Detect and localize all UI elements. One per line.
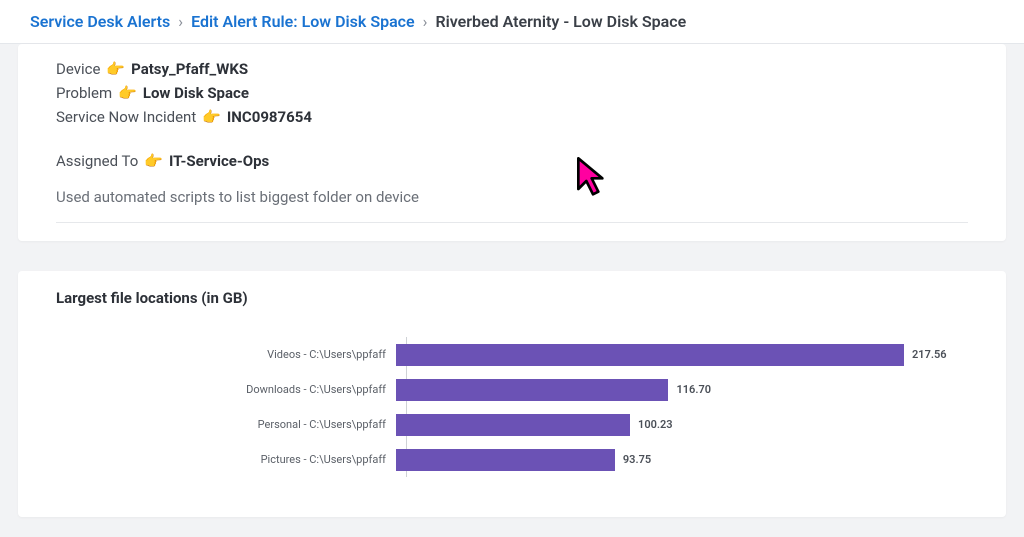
chart-bar-value: 116.70: [676, 383, 711, 396]
chart-row-label: Downloads - C:\Users\ppfaff: [56, 383, 396, 396]
breadcrumb-separator: ›: [423, 12, 428, 31]
incident-row: Service Now Incident 👉 INC0987654: [56, 108, 968, 126]
assigned-label: Assigned To: [56, 152, 138, 170]
breadcrumb-current: Riverbed Aternity - Low Disk Space: [435, 12, 686, 31]
breadcrumb-separator: ›: [178, 12, 183, 31]
breadcrumb: Service Desk Alerts › Edit Alert Rule: L…: [0, 0, 1024, 44]
chart-title: Largest file locations (in GB): [56, 289, 968, 307]
chart-row-label: Personal - C:\Users\ppfaff: [56, 418, 396, 431]
chart-row: Personal - C:\Users\ppfaff 100.23: [56, 407, 968, 442]
problem-row: Problem 👉 Low Disk Space: [56, 84, 968, 102]
problem-label: Problem: [56, 84, 112, 102]
chart-bar-value: 93.75: [623, 453, 651, 466]
chart-row: Videos - C:\Users\ppfaff 217.56: [56, 337, 968, 372]
pointer-icon: 👉: [144, 152, 163, 170]
pointer-icon: 👉: [202, 108, 221, 126]
chart-bar-value: 100.23: [638, 418, 673, 431]
problem-value: Low Disk Space: [143, 84, 249, 102]
breadcrumb-link-service-desk-alerts[interactable]: Service Desk Alerts: [30, 12, 170, 31]
chart-bar[interactable]: [396, 379, 668, 401]
pointer-icon: 👉: [106, 60, 125, 78]
page-body: Device 👉 Patsy_Pfaff_WKS Problem 👉 Low D…: [0, 44, 1024, 517]
chart-card: Largest file locations (in GB) Videos - …: [18, 271, 1006, 517]
chart-bar-value: 217.56: [912, 348, 947, 361]
assigned-value: IT-Service-Ops: [169, 152, 269, 170]
chart-row: Pictures - C:\Users\ppfaff 93.75: [56, 442, 968, 477]
chart-bar[interactable]: [396, 344, 904, 366]
pointer-icon: 👉: [118, 84, 137, 102]
chart-row-label: Pictures - C:\Users\ppfaff: [56, 453, 396, 466]
chart-bar-wrapper: 217.56: [396, 344, 968, 366]
chart-bar-wrapper: 116.70: [396, 379, 968, 401]
chart-area: Videos - C:\Users\ppfaff 217.56 Downloads …: [56, 337, 968, 477]
chart-row-label: Videos - C:\Users\ppfaff: [56, 348, 396, 361]
incident-value: INC0987654: [227, 108, 312, 126]
assigned-row: Assigned To 👉 IT-Service-Ops: [56, 152, 968, 170]
chart-bar[interactable]: [396, 449, 615, 471]
chart-bar-wrapper: 93.75: [396, 449, 968, 471]
chart-bar-wrapper: 100.23: [396, 414, 968, 436]
chart-bar[interactable]: [396, 414, 630, 436]
card-divider: [56, 222, 968, 223]
automation-note: Used automated scripts to list biggest f…: [56, 176, 968, 212]
incident-info-card: Device 👉 Patsy_Pfaff_WKS Problem 👉 Low D…: [18, 44, 1006, 241]
device-label: Device: [56, 60, 100, 78]
breadcrumb-link-edit-alert-rule[interactable]: Edit Alert Rule: Low Disk Space: [191, 12, 415, 31]
device-value: Patsy_Pfaff_WKS: [131, 60, 248, 78]
device-row: Device 👉 Patsy_Pfaff_WKS: [56, 60, 968, 78]
incident-label: Service Now Incident: [56, 108, 196, 126]
chart-row: Downloads - C:\Users\ppfaff 116.70: [56, 372, 968, 407]
